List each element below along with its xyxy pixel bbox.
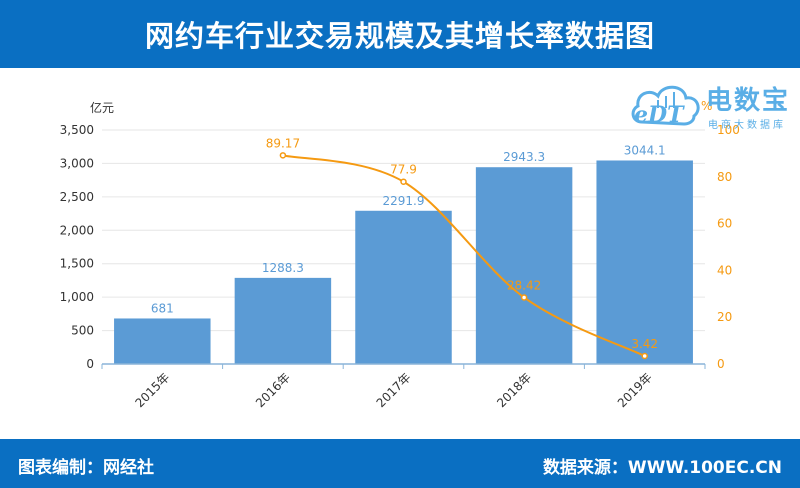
growth-value-label: 89.17 <box>266 136 300 150</box>
bar-value-label: 2291.9 <box>383 194 425 208</box>
y2-tick-label: 80 <box>717 170 732 184</box>
y-tick-label: 3,000 <box>60 156 94 170</box>
growth-line <box>282 154 646 357</box>
x-tick-label: 2019年 <box>615 370 655 410</box>
y2-axis-label: % <box>701 99 712 113</box>
y-tick-label: 1,500 <box>60 257 94 271</box>
logo: eDT 电数宝 电商大数据库 <box>628 78 798 132</box>
y-tick-label: 0 <box>86 357 94 371</box>
footer-credit: 图表编制：网经社 <box>18 458 154 478</box>
x-tick-label: 2017年 <box>374 370 414 410</box>
x-tick-label: 2018年 <box>494 370 534 410</box>
bar <box>114 318 211 364</box>
y2-tick-label: 40 <box>717 263 732 277</box>
bar <box>596 160 693 364</box>
y2-tick-label: 0 <box>717 357 725 371</box>
growth-point <box>520 294 528 301</box>
header-bar: 网约车行业交易规模及其增长率数据图 <box>0 0 800 68</box>
y2-tick-label: 100 <box>717 123 740 137</box>
cloud-icon <box>631 85 700 126</box>
y-tick-label: 2,500 <box>60 190 94 204</box>
bar <box>475 167 573 364</box>
y2-tick-label: 60 <box>717 217 732 231</box>
footer-source: 数据来源：WWW.100EC.CN <box>542 458 782 478</box>
page-title: 网约车行业交易规模及其增长率数据图 <box>144 19 655 53</box>
bar-value-label: 2943.3 <box>503 150 545 164</box>
bar <box>234 277 332 364</box>
footer-bar: 图表编制：网经社 数据来源：WWW.100EC.CN <box>0 439 800 488</box>
growth-point <box>400 178 407 185</box>
logo-mark: eDT <box>634 102 684 128</box>
logo-brand: 电数宝 <box>706 86 791 116</box>
growth-value-label: 3.42 <box>631 337 658 351</box>
growth-point <box>279 152 287 159</box>
y2-tick-label: 20 <box>717 310 732 324</box>
logo-subtitle: 电商大数据库 <box>708 120 786 131</box>
x-tick-label: 2015年 <box>132 370 172 410</box>
y-tick-label: 500 <box>71 324 94 338</box>
y-tick-label: 1,000 <box>60 290 94 304</box>
chart: 0 500 1,000 1,500 2,000 2,500 3,000 3,500 0 20 40 6… <box>60 99 740 410</box>
bar <box>355 210 452 364</box>
growth-value-label: 77.9 <box>390 163 417 177</box>
y-axis-label: 亿元 <box>90 100 114 115</box>
bar-value-label: 1288.3 <box>262 261 304 275</box>
y-tick-label: 3,500 <box>60 123 94 137</box>
bar-value-label: 3044.1 <box>624 143 666 157</box>
growth-value-label: 28.42 <box>507 278 541 292</box>
growth-point <box>641 352 648 360</box>
x-tick-label: 2016年 <box>253 370 293 410</box>
y-tick-label: 2,000 <box>60 223 94 237</box>
bar-value-label: 681 <box>151 301 174 315</box>
